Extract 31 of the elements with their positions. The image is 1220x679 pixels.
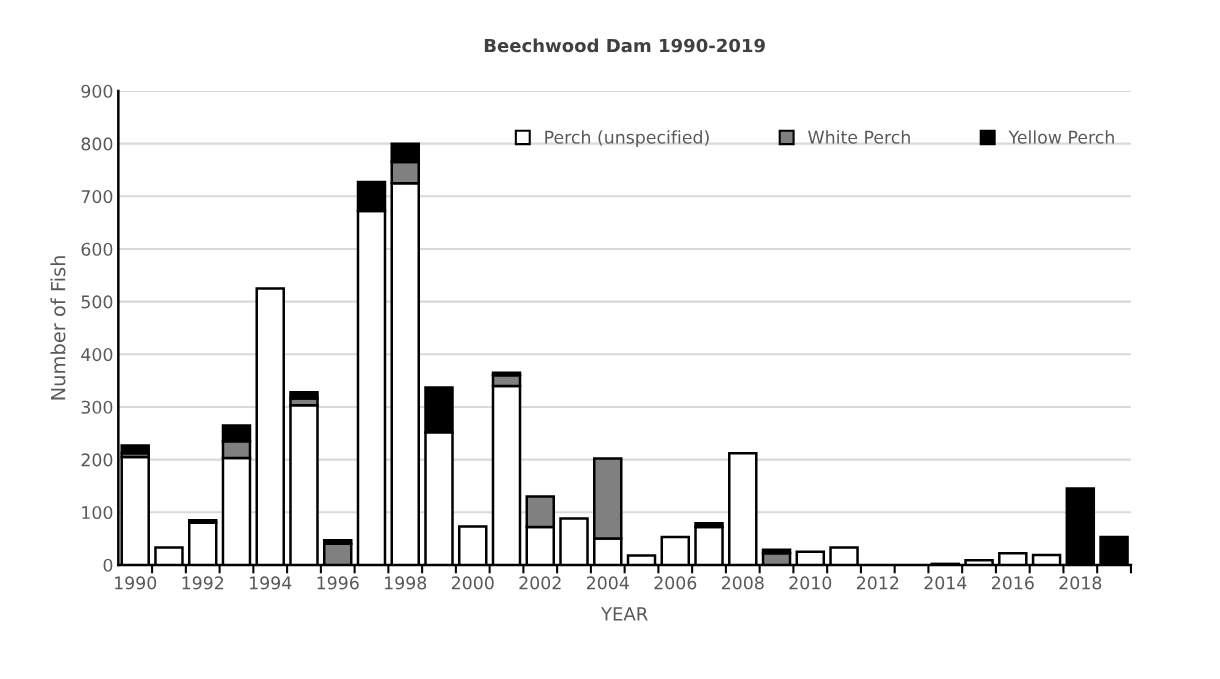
x-tick-label: 2012 <box>856 576 899 590</box>
x-tick-label: 1996 <box>317 576 359 590</box>
y-tick-label: 500 <box>81 295 113 309</box>
x-tick-label: 2002 <box>519 576 561 590</box>
x-tick-label: 1998 <box>385 576 427 590</box>
y-tick-label: 300 <box>81 400 113 414</box>
x-tick-label: 2000 <box>451 576 494 590</box>
y-tick-label: 100 <box>82 505 113 520</box>
x-tick-label: 1994 <box>250 576 292 590</box>
y-tick-label: 600 <box>81 242 113 256</box>
y-tick-label: 700 <box>81 190 113 204</box>
legend-label: Yellow Perch <box>1008 130 1114 144</box>
y-axis-title: Number of Fish <box>50 256 66 400</box>
x-tick-label: 2004 <box>586 576 629 590</box>
chart-title: Beechwood Dam 1990-2019 <box>484 38 765 53</box>
y-tick-label: 200 <box>81 453 113 467</box>
x-tick-label: 2016 <box>991 576 1034 590</box>
x-tick-label: 2006 <box>654 576 697 590</box>
y-tick-label: 900 <box>81 84 113 98</box>
x-tick-label: 2008 <box>721 576 764 590</box>
x-tick-label: 2018 <box>1059 576 1102 590</box>
y-tick-label: 400 <box>81 348 113 362</box>
y-tick-label: 0 <box>103 558 113 572</box>
legend-label: Perch (unspecified) <box>545 130 709 148</box>
x-axis-title: YEAR <box>600 607 648 621</box>
y-tick-label: 800 <box>81 137 113 151</box>
x-tick-label: 1992 <box>182 576 224 590</box>
x-tick-label: 2010 <box>789 576 832 590</box>
legend-label: White Perch <box>808 130 910 144</box>
x-tick-label: 2014 <box>924 576 967 590</box>
x-tick-label: 1990 <box>115 576 157 590</box>
